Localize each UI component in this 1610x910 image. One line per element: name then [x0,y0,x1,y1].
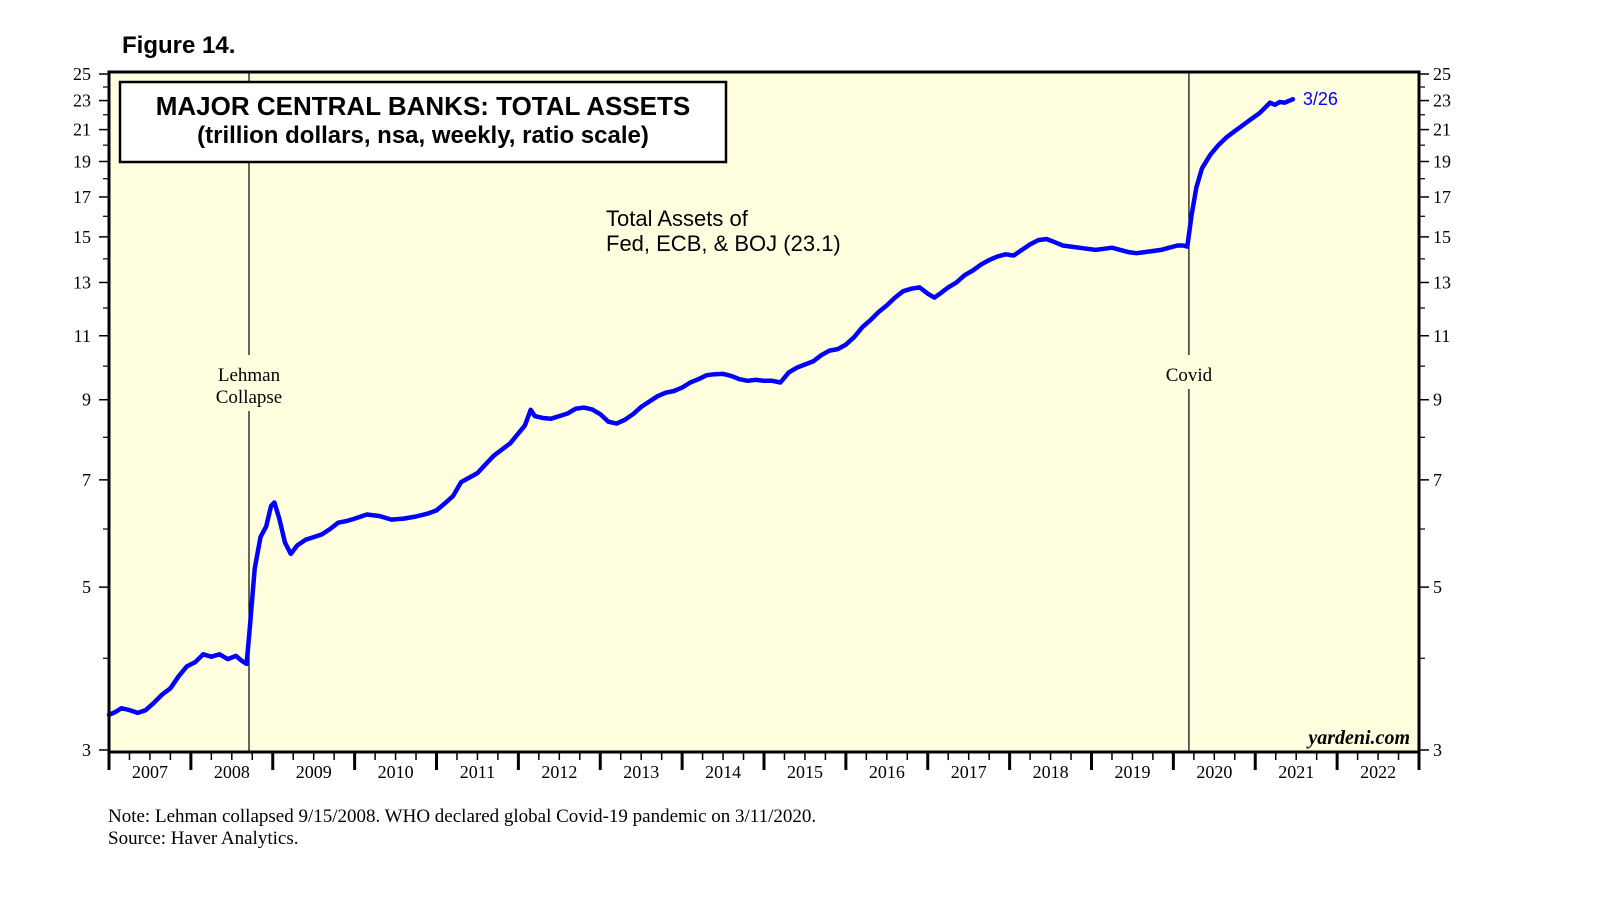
watermark: yardeni.com [1306,727,1410,749]
y-tick-label-left: 5 [82,577,91,597]
y-tick-label-right: 11 [1433,326,1450,346]
chart-title: MAJOR CENTRAL BANKS: TOTAL ASSETS [156,91,690,121]
chart-subtitle: (trillion dollars, nsa, weekly, ratio sc… [197,122,649,149]
y-tick-label-left: 23 [73,91,91,111]
y-tick-label-left: 19 [73,151,91,171]
y-axis-left: 3 5 7 9 11 13 15 17 19 21 23 25 [73,64,109,760]
y-tick-label-right: 7 [1433,470,1442,490]
notes: Note: Lehman collapsed 9/15/2008. WHO de… [108,806,816,850]
y-tick-label-left: 3 [82,740,91,760]
y-tick-label-right: 17 [1433,187,1451,207]
x-tick-label: 2007 [132,762,168,782]
plot-background [109,72,1419,752]
y-tick-label-left: 11 [74,326,91,346]
x-tick-label: 2011 [460,762,495,782]
y-axis-right: 3 5 7 9 11 13 15 17 19 21 23 25 [1419,64,1451,760]
x-tick-label: 2013 [623,762,659,782]
y-tick-label-left: 13 [73,272,91,292]
x-tick-label: 2020 [1196,762,1232,782]
series-line [106,96,1296,718]
x-tick-label: 2022 [1360,762,1396,782]
x-tick-label: 2012 [541,762,577,782]
annotation-lehman: Lehman [218,365,281,386]
x-tick-label: 2019 [1114,762,1150,782]
x-tick-label: 2014 [705,762,741,782]
y-tick-label-left: 21 [73,120,91,140]
y-tick-label-right: 3 [1433,740,1442,760]
annotation-covid: Covid [1166,365,1213,386]
end-label: 3/26 [1303,89,1338,109]
plot-frame [107,70,1421,754]
y-tick-label-right: 9 [1433,390,1442,410]
y-tick-label-right: 21 [1433,120,1451,140]
title-box: MAJOR CENTRAL BANKS: TOTAL ASSETS (trill… [118,80,728,164]
y-tick-label-left: 7 [82,470,91,490]
x-tick-label: 2008 [214,762,250,782]
y-tick-label-left: 9 [82,390,91,410]
x-axis: 2007 2008 2009 2010 2011 2012 2013 2014 2015 2016… [107,752,1421,782]
y-tick-label-left: 15 [73,227,91,247]
y-tick-label-right: 19 [1433,151,1451,171]
y-tick-label-right: 15 [1433,227,1451,247]
y-tick-label-right: 5 [1433,577,1442,597]
annotation-lehman: Collapse [216,387,283,408]
x-tick-label: 2016 [869,762,905,782]
source-text: Source: Haver Analytics. [108,828,299,849]
x-tick-label: 2018 [1033,762,1069,782]
series-label-line: Fed, ECB, & BOJ (23.1) [606,231,841,256]
x-tick-label: 2010 [378,762,414,782]
y-tick-label-right: 25 [1433,64,1451,84]
series-label-line: Total Assets of [606,206,749,231]
x-tick-label: 2015 [787,762,823,782]
y-tick-label-right: 13 [1433,272,1451,292]
note-text: Note: Lehman collapsed 9/15/2008. WHO de… [108,806,817,827]
x-tick-label: 2021 [1278,762,1314,782]
x-tick-label: 2017 [951,762,987,782]
y-tick-label-right: 23 [1433,91,1451,111]
y-tick-label-left: 25 [73,64,91,84]
figure-label: Figure 14. [122,32,236,59]
y-tick-label-left: 17 [73,187,91,207]
x-tick-label: 2009 [296,762,332,782]
